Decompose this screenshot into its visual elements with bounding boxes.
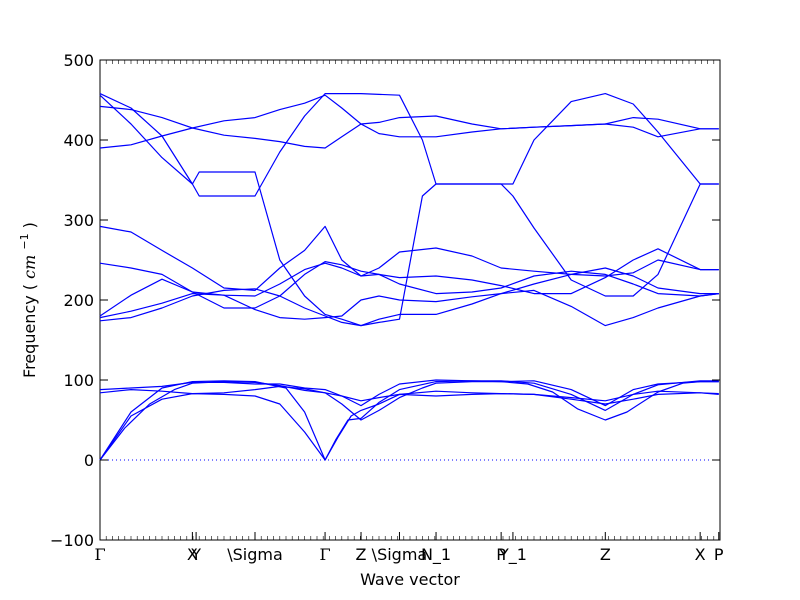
band-line-12 [99, 94, 719, 130]
x-tick-label: \Sigma [227, 545, 283, 564]
band-line-4 [99, 385, 719, 402]
band-line-5 [99, 379, 719, 407]
y-axis-title-open-paren: ( [20, 284, 39, 290]
x-tick-label: Y_1 [498, 545, 527, 565]
x-tick-label: Y [190, 545, 201, 564]
y-axis-title-text: Frequency [20, 295, 39, 378]
y-axis: −100 0 100 200 300 400 500 [50, 51, 720, 550]
x-tick-label: P [496, 545, 506, 564]
x-tick-label: N_1 [421, 545, 451, 565]
x-tick-label: Z [600, 545, 611, 564]
y-tick-label: 300 [63, 211, 94, 230]
band-line-2 [99, 380, 719, 461]
band-line-9 [99, 248, 719, 309]
x-tick-label: X [695, 545, 706, 564]
x-tick-label: P [714, 545, 724, 564]
band-line-11 [99, 123, 719, 149]
x-tick-label: X [187, 545, 198, 564]
x-tick-label: Z [356, 545, 367, 564]
band-lines-layer [99, 92, 719, 461]
y-tick-label: 0 [84, 451, 94, 470]
y-tick-label: −100 [50, 531, 94, 550]
band-line-10 [99, 225, 719, 291]
x-tick-label: \Sigma [372, 545, 428, 564]
x-axis-title: Wave vector [360, 570, 460, 589]
band-line-14 [99, 94, 719, 327]
x-tick-label: Γ [94, 545, 105, 564]
band-line-6 [99, 288, 719, 327]
band-line-13 [99, 92, 719, 197]
y-tick-label: 200 [63, 291, 94, 310]
y-tick-label: 500 [63, 51, 94, 70]
y-tick-label: 400 [63, 131, 94, 150]
y-axis-title-close-paren: ) [20, 222, 39, 228]
y-axis-unit-exponent: −1 [18, 233, 31, 249]
y-tick-label: 100 [63, 371, 94, 390]
x-tick-label: Γ [320, 545, 331, 564]
y-axis-title: Frequency ( cm −1 ) [13, 222, 39, 378]
y-axis-unit: cm [20, 255, 39, 279]
